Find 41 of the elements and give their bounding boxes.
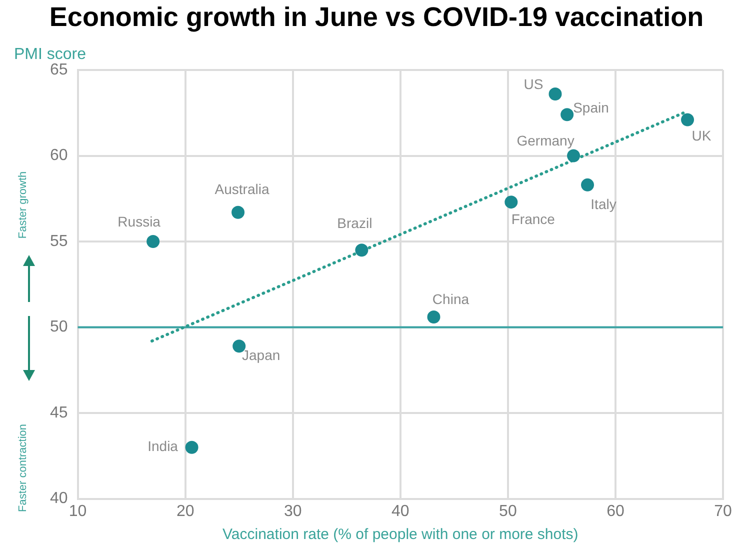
point — [232, 206, 245, 219]
y-tick-label: 55 — [50, 232, 68, 250]
x-tick-label: 40 — [392, 502, 410, 520]
y-tick-label: 45 — [50, 404, 68, 422]
point — [548, 88, 562, 101]
annotation: Australia — [214, 181, 270, 198]
x-tick-label: 30 — [284, 502, 302, 520]
y-axis-title: PMI score — [14, 46, 86, 63]
y-tick-label: 60 — [50, 147, 68, 164]
point — [146, 235, 160, 248]
x-tick-label: 50 — [499, 502, 517, 520]
annotation: Germany — [516, 132, 574, 149]
point — [427, 310, 440, 324]
x-tick-label: 20 — [176, 502, 194, 520]
y-tick-label: 50 — [50, 318, 68, 336]
annotation: US — [524, 76, 544, 92]
point — [560, 108, 574, 122]
point — [681, 113, 694, 126]
x-tick-label: 10 — [68, 502, 87, 520]
annotation: UK — [692, 128, 712, 144]
point — [567, 149, 580, 162]
annotation: France — [511, 210, 556, 227]
text: Faster contraction — [17, 424, 29, 512]
annotation: Russia — [118, 213, 161, 230]
annotation: Brazil — [337, 214, 372, 231]
point — [581, 178, 594, 192]
annotation: India — [148, 438, 178, 454]
annotation: Spain — [573, 99, 609, 116]
y-tick-label: 40 — [50, 490, 68, 508]
x-tick-label: 70 — [714, 502, 732, 520]
annotation: China — [432, 290, 470, 307]
point — [355, 244, 368, 257]
y-tick-label: 65 — [50, 61, 68, 78]
chart-title: Economic growth in June vs COVID-19 vaccination — [48, 2, 705, 33]
point — [185, 440, 198, 454]
x-axis-title: Vaccination rate (% of people with one or more shots) — [222, 526, 578, 544]
annotation: Italy — [590, 196, 616, 212]
point — [504, 196, 518, 209]
x-tick-label: 60 — [606, 502, 624, 520]
text: Faster growth — [17, 171, 29, 239]
annotation: Japan — [242, 347, 280, 364]
